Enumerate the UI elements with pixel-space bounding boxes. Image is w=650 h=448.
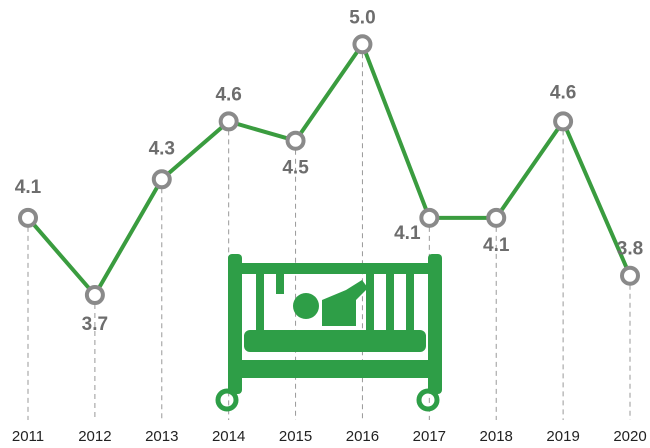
marker bbox=[285, 130, 306, 151]
marker bbox=[553, 111, 574, 132]
marker bbox=[84, 285, 105, 305]
marker bbox=[352, 34, 373, 55]
crib-icon bbox=[215, 254, 442, 412]
value-label: 4.1 bbox=[15, 177, 42, 198]
marker bbox=[218, 111, 239, 132]
x-tick-label: 2018 bbox=[480, 428, 513, 445]
x-tick-label: 2017 bbox=[413, 428, 446, 445]
value-label: 4.6 bbox=[215, 84, 241, 105]
line bbox=[26, 42, 632, 297]
marker bbox=[151, 169, 172, 190]
value-label: 3.7 bbox=[82, 314, 108, 335]
x-tick-label: 2019 bbox=[546, 428, 579, 445]
value-label: 4.5 bbox=[282, 158, 309, 179]
value-label: 4.1 bbox=[483, 235, 510, 256]
x-tick-label: 2015 bbox=[279, 428, 312, 445]
x-tick-label: 2020 bbox=[613, 428, 646, 445]
value-label: 3.8 bbox=[617, 239, 643, 260]
value-label: 4.6 bbox=[550, 82, 576, 103]
x-tick-label: 2012 bbox=[78, 428, 111, 445]
x-tick-label: 2011 bbox=[12, 428, 44, 445]
x-tick-label: 2016 bbox=[346, 428, 379, 445]
value-label: 4.3 bbox=[149, 138, 175, 159]
value-label: 5.0 bbox=[349, 7, 375, 28]
value-label: 4.1 bbox=[394, 223, 421, 244]
x-tick-label: 2013 bbox=[145, 428, 178, 445]
marker bbox=[486, 207, 507, 228]
x-tick-label: 2014 bbox=[212, 428, 245, 445]
marker bbox=[419, 207, 440, 228]
marker bbox=[18, 207, 38, 228]
marker bbox=[620, 265, 640, 286]
